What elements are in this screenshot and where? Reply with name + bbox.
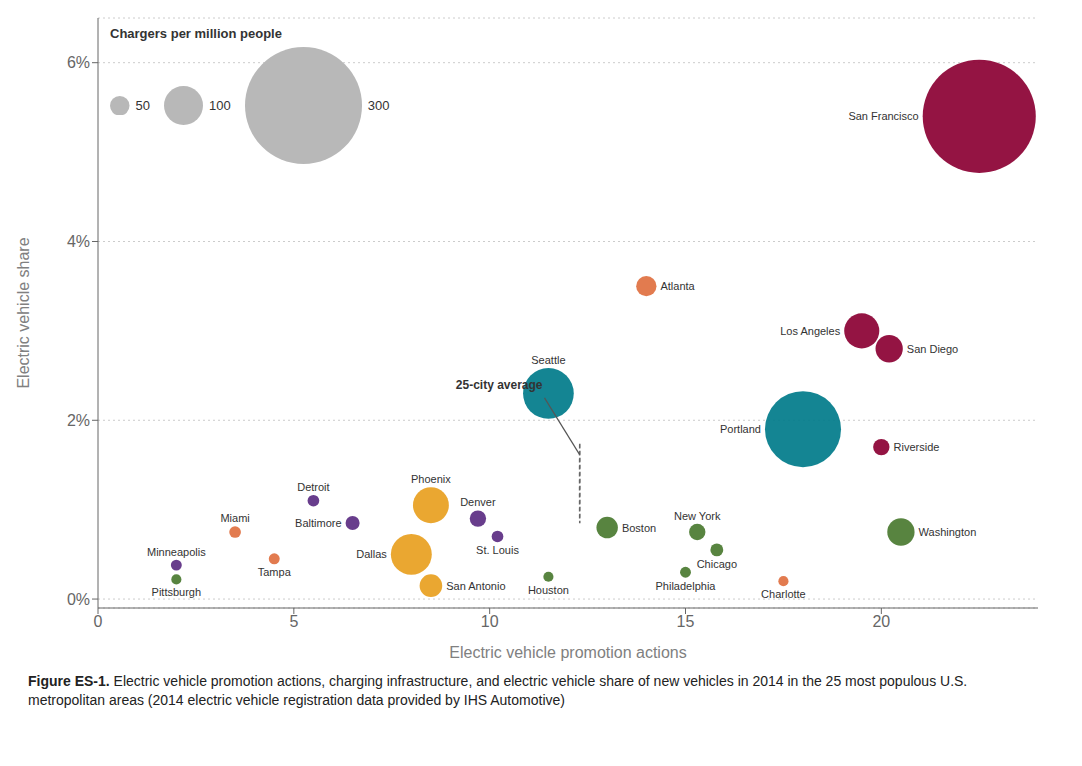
svg-text:San Diego: San Diego [907,343,958,355]
svg-text:15: 15 [677,613,695,630]
svg-text:Riverside: Riverside [894,441,940,453]
svg-text:Pittsburgh: Pittsburgh [152,586,202,598]
svg-text:0: 0 [94,613,103,630]
svg-text:0%: 0% [67,591,90,608]
svg-text:Seattle: Seattle [531,354,565,366]
svg-text:20: 20 [872,613,890,630]
svg-text:Chicago: Chicago [697,558,737,570]
svg-text:6%: 6% [67,54,90,71]
svg-text:Tampa: Tampa [258,566,292,578]
svg-text:Electric vehicle promotion act: Electric vehicle promotion actions [449,644,686,661]
svg-text:San Francisco: San Francisco [848,110,918,122]
svg-text:Minneapolis: Minneapolis [147,546,206,558]
svg-text:4%: 4% [67,233,90,250]
svg-text:St. Louis: St. Louis [476,544,519,556]
html-text:Chargers per million people: Chargers per million people [110,26,282,41]
svg-text:Washington: Washington [919,526,977,538]
svg-text:Houston: Houston [528,584,569,596]
html-text:Figure ES-1. Electric vehicle: Figure ES-1. Electric vehicle promotion … [28,673,968,708]
svg-text:Detroit: Detroit [297,481,329,493]
svg-text:Electric vehicle share: Electric vehicle share [15,237,32,388]
svg-text:Miami: Miami [220,512,249,524]
svg-text:Portland: Portland [720,423,761,435]
svg-text:10: 10 [481,613,499,630]
svg-text:New York: New York [674,510,721,522]
svg-text:Phoenix: Phoenix [411,473,451,485]
svg-text:Los Angeles: Los Angeles [780,325,840,337]
html-text:50: 50 [135,98,150,113]
svg-text:Baltimore: Baltimore [295,517,341,529]
svg-text:5: 5 [289,613,298,630]
svg-text:Denver: Denver [460,496,496,508]
svg-text:Charlotte: Charlotte [761,588,806,600]
svg-text:Philadelphia: Philadelphia [656,580,717,592]
svg-text:Dallas: Dallas [356,548,387,560]
svg-text:25-city average: 25-city average [456,378,543,392]
html-text:300: 300 [367,98,390,113]
svg-text:San Antonio: San Antonio [446,580,505,592]
svg-text:Boston: Boston [622,522,656,534]
svg-text:Atlanta: Atlanta [660,280,695,292]
html-text:100: 100 [209,98,231,113]
svg-text:2%: 2% [67,412,90,429]
